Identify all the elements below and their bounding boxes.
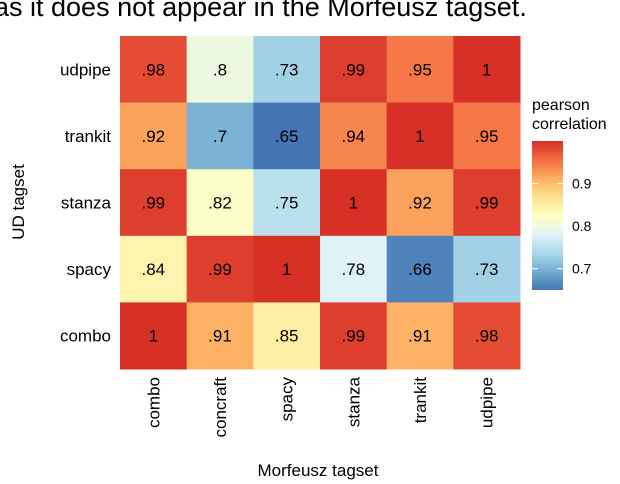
legend-tick-label: 0.9 (572, 176, 592, 192)
legend-title-line1: pearson (532, 97, 590, 114)
heatmap-cell (320, 36, 388, 104)
y-tick-label: udpipe (60, 60, 111, 79)
cell-value-label: .8 (213, 60, 227, 79)
heatmap-cell (386, 169, 454, 237)
cell-value-label: .99 (342, 60, 366, 79)
heatmap-cell (120, 235, 188, 303)
heatmap-cell (386, 36, 454, 104)
heatmap-cell (253, 102, 321, 170)
heatmap-cell (186, 235, 254, 303)
cell-value-label: .91 (208, 327, 232, 346)
heatmap-cell (120, 36, 188, 104)
heatmap-cell (120, 102, 188, 170)
cell-value-label: 1 (415, 127, 424, 146)
cell-value-label: .82 (208, 194, 232, 213)
cell-value-label: .95 (475, 127, 499, 146)
heatmap-cell (320, 102, 388, 170)
heatmap-cell (453, 102, 521, 170)
cell-value-label: .99 (142, 194, 166, 213)
cell-value-label: .99 (342, 327, 366, 346)
heatmap-cell (320, 169, 388, 237)
cell-value-label: .84 (142, 260, 166, 279)
heatmap-cell (253, 36, 321, 104)
heatmap-cell (453, 235, 521, 303)
cell-value-label: .95 (408, 60, 432, 79)
heatmap-cell (453, 169, 521, 237)
cell-value-label: .75 (275, 194, 299, 213)
cell-value-label: 1 (482, 60, 491, 79)
x-tick-label: stanza (344, 376, 363, 427)
x-axis-title: Morfeusz tagset (258, 461, 379, 480)
cell-value-label: .92 (142, 127, 166, 146)
cell-value-label: .92 (408, 194, 432, 213)
x-tick-label: combo (144, 377, 163, 428)
heatmap-cell (186, 169, 254, 237)
cell-value-label: .94 (342, 127, 366, 146)
heatmap-cell (320, 235, 388, 303)
heatmap-cell (386, 102, 454, 170)
y-tick-label: trankit (65, 127, 112, 146)
cell-value-label: 1 (349, 194, 358, 213)
y-tick-label: combo (60, 327, 111, 346)
x-tick-label: trankit (411, 377, 430, 424)
cell-value-label: .66 (408, 260, 432, 279)
y-tick-label: stanza (61, 194, 112, 213)
cell-value-label: .98 (142, 60, 166, 79)
cell-value-label: .85 (275, 327, 299, 346)
cell-value-label: .99 (208, 260, 232, 279)
cell-value-label: 1 (282, 260, 291, 279)
heatmap-cell (120, 302, 188, 370)
heatmap-cell (453, 36, 521, 104)
x-tick-label: concraft (211, 377, 230, 438)
cell-value-label: .7 (213, 127, 227, 146)
heatmap-cell (186, 36, 254, 104)
cell-value-label: .91 (408, 327, 432, 346)
heatmap-cell (253, 235, 321, 303)
heatmap-cell (320, 302, 388, 370)
x-tick-label: udpipe (478, 377, 497, 428)
cell-value-label: .65 (275, 127, 299, 146)
heatmap-cell (253, 169, 321, 237)
cell-value-label: 1 (149, 327, 158, 346)
y-axis-title: UD tagset (9, 164, 28, 240)
cell-value-label: .73 (475, 260, 499, 279)
cell-value-label: .99 (475, 194, 499, 213)
y-tick-label: spacy (67, 260, 112, 279)
heatmap-cell (386, 235, 454, 303)
legend-colorbar (532, 141, 563, 290)
legend-title-line2: correlation (532, 116, 607, 133)
x-tick-label: spacy (278, 377, 297, 422)
cell-value-label: .98 (475, 327, 499, 346)
legend-tick-label: 0.7 (572, 261, 592, 277)
heatmap-cell (386, 302, 454, 370)
heatmap-cell (186, 102, 254, 170)
heatmap-cell (253, 302, 321, 370)
caption-fragment: as it does not appear in the Morfeusz ta… (0, 0, 527, 22)
cell-value-label: .73 (275, 60, 299, 79)
heatmap-cell (186, 302, 254, 370)
legend-tick-label: 0.8 (572, 218, 592, 234)
cell-value-label: .78 (342, 260, 366, 279)
heatmap-cell (120, 169, 188, 237)
heatmap-cell (453, 302, 521, 370)
